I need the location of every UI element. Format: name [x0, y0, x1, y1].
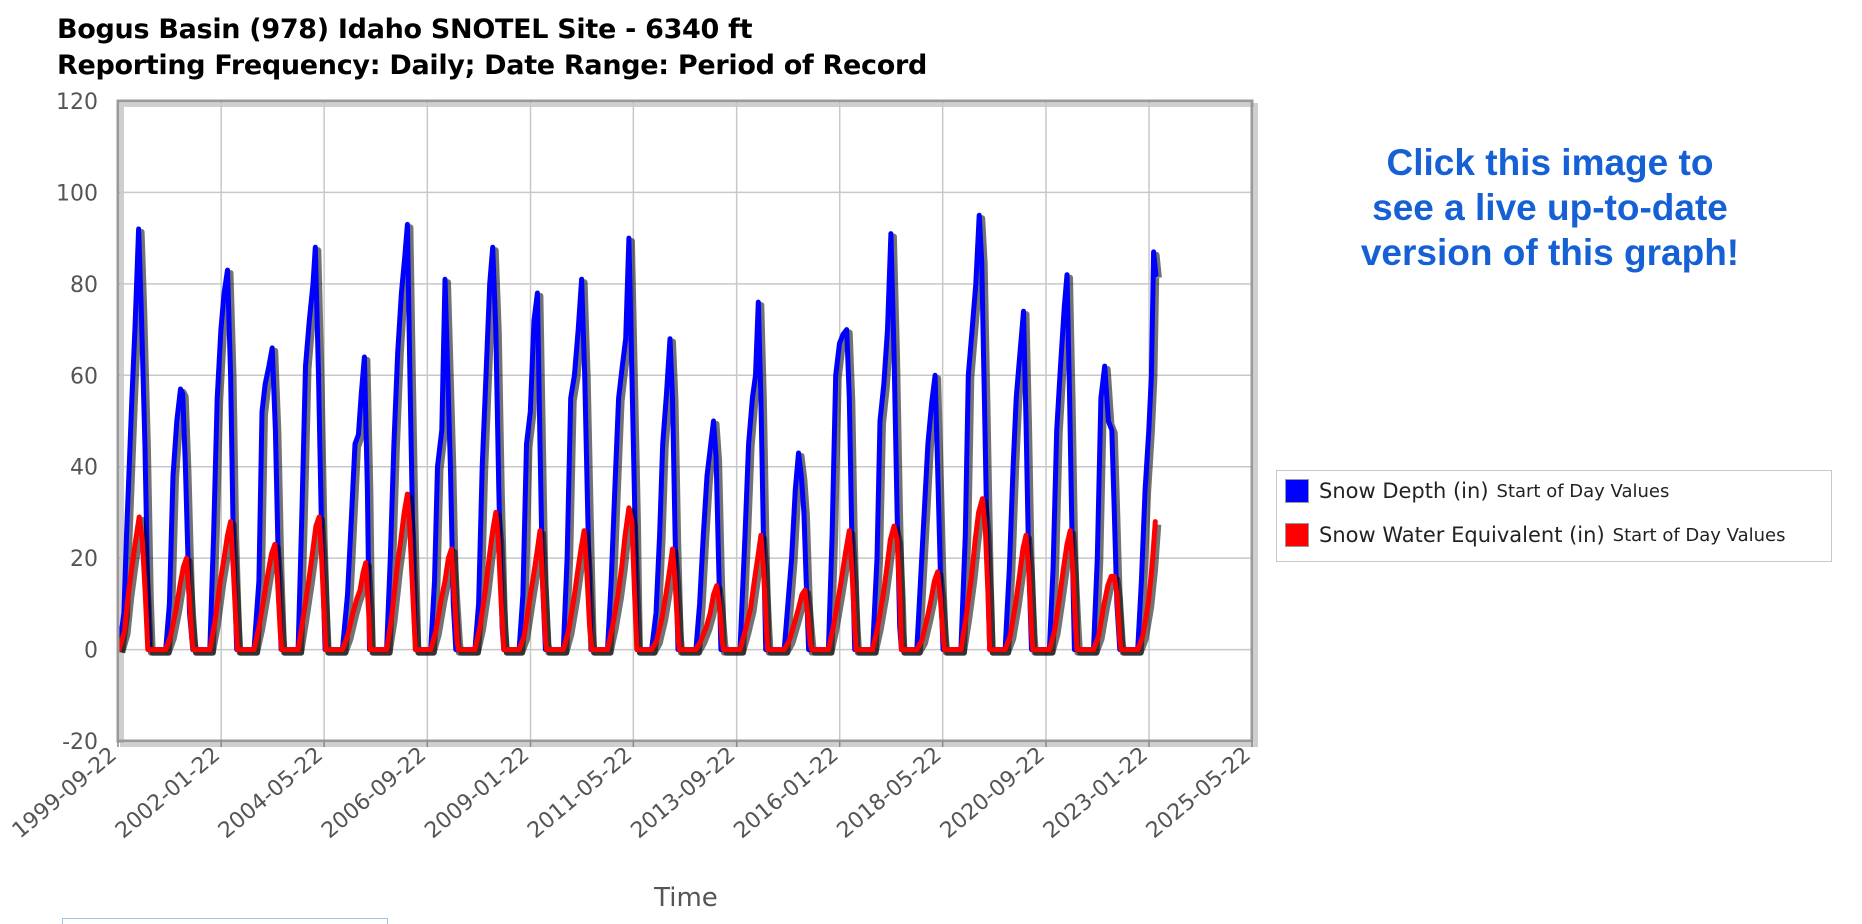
frame-shadow — [120, 103, 1258, 747]
x-tick-label: 2016-01-22 — [730, 742, 844, 843]
x-tick-label: 2002-01-22 — [111, 742, 225, 843]
y-tick-label: 40 — [70, 456, 98, 481]
chart-subtitle: Reporting Frequency: Daily; Date Range: … — [57, 50, 928, 81]
y-tick-label: 20 — [70, 547, 98, 572]
legend-label: Snow Depth (in) — [1319, 479, 1489, 503]
legend: Snow Depth (in) Start of Day Values Snow… — [1276, 470, 1832, 562]
swe-swatch — [1285, 523, 1309, 547]
x-tick-label: 2023-01-22 — [1039, 742, 1153, 843]
plot-frame — [116, 99, 1254, 743]
y-axis: -20 0 20 40 60 80 100 120 — [56, 90, 98, 755]
x-tick-label: 2020-09-22 — [936, 742, 1050, 843]
x-tick-label: 2006-09-22 — [317, 742, 431, 843]
x-tick-label: 2011-05-22 — [523, 742, 637, 843]
y-tick-label: 60 — [70, 364, 98, 389]
x-tick-label: 2018-05-22 — [833, 742, 947, 843]
cta-line-2[interactable]: see a live up-to-date — [1372, 187, 1728, 228]
plot-border — [116, 99, 1254, 743]
table-panel-edge — [62, 918, 388, 924]
legend-item-swe[interactable]: Snow Water Equivalent (in) Start of Day … — [1285, 523, 1785, 547]
x-tick-label: 2013-09-22 — [626, 742, 740, 843]
x-tick-label: 2009-01-22 — [420, 742, 534, 843]
series-layer — [116, 212, 1162, 656]
x-tick-label: 2004-05-22 — [214, 742, 328, 843]
y-tick-label: 80 — [70, 273, 98, 298]
legend-sublabel: Start of Day Values — [1612, 524, 1786, 546]
legend-item-snow-depth[interactable]: Snow Depth (in) Start of Day Values — [1285, 479, 1669, 503]
swe-line[interactable] — [116, 491, 1158, 653]
x-tick-label: 1999-09-22 — [8, 742, 122, 843]
y-tick-label: 0 — [84, 639, 98, 664]
x-axis-title: Time — [653, 883, 718, 913]
snow-depth-swatch — [1285, 479, 1309, 503]
y-tick-label: 120 — [56, 90, 98, 115]
live-graph-link[interactable]: Click this image to see a live up-to-dat… — [1300, 140, 1800, 275]
cta-line-1[interactable]: Click this image to — [1386, 142, 1714, 183]
legend-label: Snow Water Equivalent (in) — [1319, 523, 1605, 547]
x-tick-label: 2025-05-22 — [1142, 742, 1256, 843]
legend-sublabel: Start of Day Values — [1496, 480, 1670, 502]
x-axis: 1999-09-222002-01-222004-05-222006-09-22… — [8, 741, 1256, 844]
y-tick-label: 100 — [56, 181, 98, 206]
chart-title: Bogus Basin (978) Idaho SNOTEL Site - 63… — [57, 14, 753, 45]
y-tick-label: -20 — [62, 730, 98, 755]
cta-line-3[interactable]: version of this graph! — [1360, 232, 1740, 273]
